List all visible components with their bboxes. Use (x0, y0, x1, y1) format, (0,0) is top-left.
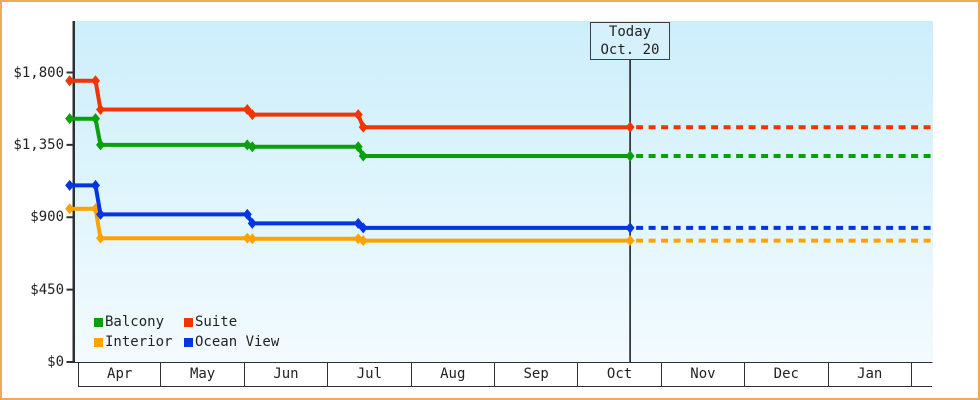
series-balcony-marker-7 (625, 150, 635, 162)
legend-swatch-balcony (94, 317, 103, 327)
y-axis-line (72, 21, 75, 363)
legend-swatch-interior (94, 337, 103, 347)
today-flag-line1: Today (608, 24, 652, 40)
legend-item-interior: Interior (94, 332, 184, 352)
legend-label-interior: Interior (105, 334, 173, 350)
series-balcony-marker-6 (358, 150, 368, 162)
series-ocean-view-marker-6 (358, 222, 368, 234)
y-axis-label-0: $0 (47, 354, 64, 370)
series-ocean-view-marker-1 (91, 179, 101, 191)
series-interior-marker-6 (358, 235, 368, 247)
legend-label-balcony: Balcony (105, 314, 165, 330)
legend-item-ocean-view: Ocean View (184, 332, 279, 352)
month-cell-jul: Jul (328, 363, 412, 386)
series-balcony-marker-1 (91, 113, 101, 125)
today-flag-line2: Oct. 20 (600, 42, 660, 58)
series-suite-marker-7 (625, 121, 635, 133)
month-cell-stub (912, 363, 932, 386)
legend-label-suite: Suite (195, 314, 238, 330)
today-flag: Today Oct. 20 (590, 22, 670, 60)
plot-background (75, 21, 933, 362)
legend-row-0: Balcony Suite (94, 312, 279, 332)
month-cell-sep: Sep (495, 363, 579, 386)
series-interior-marker-7 (625, 235, 635, 247)
series-ocean-view-marker-4 (247, 217, 257, 229)
legend-row-1: Interior Ocean View (94, 332, 279, 352)
series-suite-marker-0 (65, 75, 75, 87)
legend-item-suite: Suite (184, 312, 237, 332)
series-suite-marker-6 (358, 121, 368, 133)
month-cell-dec: Dec (745, 363, 829, 386)
series-suite-marker-5 (353, 109, 363, 121)
series-interior-marker-4 (247, 233, 257, 245)
y-axis-label-1: $450 (30, 281, 64, 298)
month-cell-nov: Nov (662, 363, 746, 386)
legend-swatch-suite (184, 317, 193, 327)
series-suite-marker-2 (96, 103, 106, 115)
legend-label-ocean-view: Ocean View (195, 334, 280, 350)
series-balcony-marker-2 (96, 139, 106, 151)
series-interior-marker-2 (96, 232, 106, 244)
series-ocean-view-marker-2 (96, 208, 106, 220)
legend-item-balcony: Balcony (94, 312, 184, 332)
series-ocean-view-marker-3 (242, 208, 252, 220)
series-suite-marker-1 (91, 75, 101, 87)
series-balcony-marker-0 (65, 113, 75, 125)
series-ocean-view-marker-0 (65, 179, 75, 191)
x-axis-month-strip: Apr May Jun Jul Aug Sep Oct Nov Dec Jan (78, 363, 932, 387)
y-axis-label-3: $1,350 (13, 136, 64, 153)
series-balcony-marker-5 (353, 141, 363, 153)
series-suite-marker-3 (242, 103, 252, 115)
month-cell-oct: Oct (578, 363, 662, 386)
legend: Balcony Suite Interior Ocean View (94, 312, 279, 352)
y-axis-label-4: $1,800 (13, 64, 64, 81)
month-cell-may: May (161, 363, 245, 386)
series-ocean-view-marker-7 (625, 222, 635, 234)
series-interior-marker-0 (65, 203, 75, 215)
y-axis-label-2: $900 (30, 209, 64, 226)
month-cell-jan: Jan (829, 363, 912, 386)
month-cell-jun: Jun (245, 363, 329, 386)
month-cell-apr: Apr (78, 363, 162, 386)
series-balcony-marker-4 (247, 141, 257, 153)
series-suite-marker-4 (247, 109, 257, 121)
legend-swatch-ocean-view (184, 337, 193, 347)
month-cell-aug: Aug (412, 363, 495, 386)
